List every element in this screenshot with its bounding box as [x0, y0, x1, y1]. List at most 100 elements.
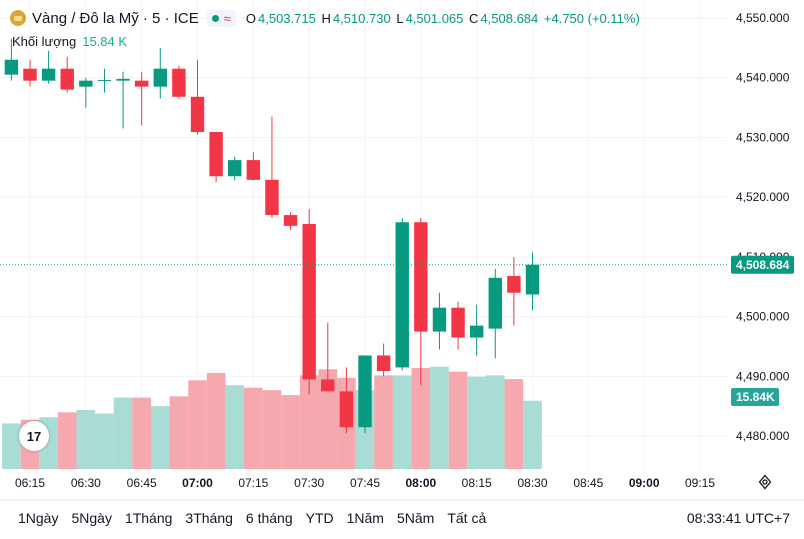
volume-bar: [430, 366, 449, 469]
candle-body: [432, 307, 447, 332]
time-tick-label: 07:45: [350, 476, 380, 490]
close-value: 4,508.684: [480, 10, 539, 26]
time-tick-label: 09:15: [685, 476, 715, 490]
candle-body: [358, 355, 372, 428]
candle-body: [488, 277, 502, 329]
timeframe-button[interactable]: 1Tháng: [124, 510, 173, 526]
volume-badge-label: 15.84K: [736, 390, 775, 404]
high-value: 4,510.730: [332, 10, 391, 26]
volume-badge: [731, 388, 779, 406]
time-tick-label: 06:15: [15, 476, 45, 490]
candle-body: [97, 80, 112, 82]
volume-bar: [188, 380, 207, 469]
candle-body: [209, 132, 223, 177]
volume-bar: [76, 409, 96, 469]
volume-value: 15.84 K: [82, 34, 128, 49]
candle-body: [414, 222, 428, 332]
ohlc-values: O 4,503.715 H 4,510.730 L 4,501.065 C 4,508.…: [246, 11, 642, 26]
volume-bar: [150, 406, 170, 469]
price-tick-label: 4,540.000: [736, 71, 790, 85]
gold-coin-icon: [10, 10, 26, 26]
candle-body: [246, 160, 261, 180]
candle-body: [339, 391, 354, 428]
volume-bars: [2, 366, 542, 469]
change-value: +4.750 (+0.11%): [543, 10, 640, 26]
candle-body: [395, 222, 409, 368]
candle-body: [4, 59, 19, 75]
timeframe-button[interactable]: Tất cả: [447, 510, 487, 526]
bottom-toolbar: 1Ngày 5Ngày 1Tháng 3Tháng 6 tháng YTD 1Năm 5Năm…: [0, 503, 804, 533]
timeframe-button[interactable]: 6 tháng: [245, 510, 293, 526]
volume-bar: [244, 387, 263, 469]
time-tick-label: 07:30: [294, 476, 324, 490]
volume-bar: [225, 385, 245, 469]
candle-body: [302, 224, 316, 380]
time-tick-label: 07:15: [238, 476, 268, 490]
candle-body: [228, 160, 242, 177]
price-axis[interactable]: 4,480.0004,490.0004,500.0004,510.0004,52…: [727, 0, 804, 469]
clock[interactable]: 08:33:41 UTC+7: [686, 510, 790, 526]
candle-body: [451, 307, 465, 338]
time-axis[interactable]: 06:15 06:30 06:45 07:00 07:15 07:30 07:45 08:00…: [0, 476, 804, 501]
candle-body: [134, 80, 149, 87]
timeframe-button[interactable]: 5Ngày: [71, 510, 112, 526]
market-status-pill[interactable]: ≈: [206, 9, 236, 27]
volume-legend[interactable]: Khối lượng 15.84 K: [12, 34, 127, 49]
time-tick-label: 08:45: [573, 476, 603, 490]
candle-body: [265, 179, 279, 216]
volume-bar: [281, 395, 300, 469]
symbol-title[interactable]: Vàng / Đô la Mỹ · 5 · ICE: [32, 9, 199, 27]
candle-body: [172, 68, 186, 97]
timeframe-button[interactable]: YTD: [305, 510, 334, 526]
time-tick-label: 08:15: [462, 476, 492, 490]
volume-bar: [262, 390, 282, 469]
time-tick-label: 08:00: [405, 476, 436, 490]
volume-bar: [132, 397, 151, 469]
volume-bar: [485, 375, 505, 469]
volume-bar: [411, 367, 431, 469]
time-tick-label: 07:00: [182, 476, 213, 490]
candle-body: [153, 68, 167, 87]
volume-bar: [113, 397, 133, 469]
price-tick-label: 4,500.000: [736, 310, 790, 324]
candle-body: [116, 78, 130, 81]
price-tick-label: 4,480.000: [736, 429, 790, 443]
timeframe-button[interactable]: 1Ngày: [18, 510, 59, 526]
volume-bar: [2, 423, 21, 469]
timeframe-selector: 1Ngày 5Ngày 1Tháng 3Tháng 6 tháng YTD 1Năm 5Năm…: [18, 510, 499, 526]
low-label: L: [396, 10, 404, 26]
timeframe-button[interactable]: 5Năm: [396, 510, 435, 526]
candle-body: [41, 68, 56, 81]
open-value: 4,503.715: [258, 10, 316, 26]
time-tick-label: 06:30: [71, 476, 101, 490]
volume-bar: [523, 400, 542, 469]
volume-bar: [504, 379, 524, 469]
volume-bar: [57, 412, 77, 469]
last-price-badge: [731, 255, 794, 274]
volume-bar: [374, 375, 393, 469]
timeframe-button[interactable]: 1Năm: [346, 510, 384, 526]
candle-body: [525, 264, 540, 295]
volume-bar: [318, 369, 338, 469]
candle-body: [376, 355, 391, 372]
candle-body: [60, 68, 74, 90]
gear-icon[interactable]: [757, 474, 773, 490]
time-tick-label: 06:45: [127, 476, 157, 490]
wave-icon: ≈: [223, 10, 231, 26]
timeframe-button[interactable]: 3Tháng: [185, 510, 233, 526]
volume-bar: [467, 376, 486, 469]
candle-body: [23, 68, 37, 81]
open-label: O: [245, 10, 256, 26]
tradingview-logo[interactable]: 17: [19, 421, 49, 451]
candle-body: [321, 379, 335, 392]
candles: [4, 38, 540, 434]
candle-body: [79, 80, 93, 87]
volume-bar: [169, 396, 189, 469]
low-value: 4,501.065: [405, 10, 464, 26]
price-tick-label: 4,550.000: [736, 11, 790, 25]
close-label: C: [469, 10, 479, 26]
volume-label: Khối lượng: [12, 34, 77, 49]
last-price-badge-label: 4,508.684: [736, 258, 790, 272]
volume-bar: [299, 375, 319, 469]
